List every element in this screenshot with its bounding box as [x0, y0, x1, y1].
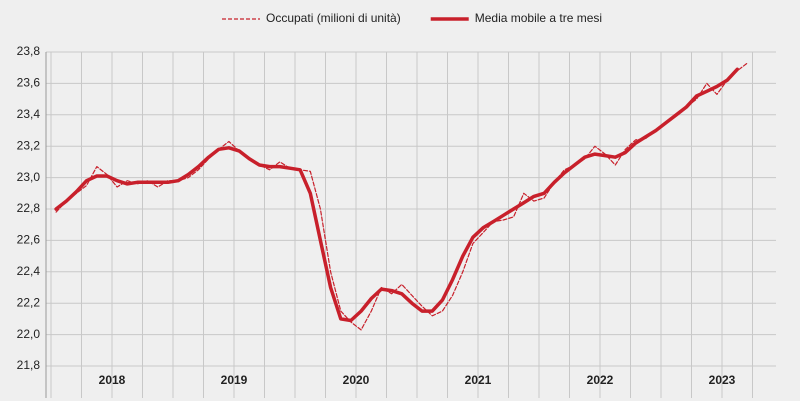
x-tick-label: 2018 [99, 373, 126, 387]
x-tick-label: 2022 [587, 373, 614, 387]
y-tick-label: 21,8 [17, 358, 41, 372]
y-tick-label: 23,4 [17, 107, 41, 121]
y-tick-label: 23,8 [17, 44, 41, 58]
legend-label: Occupati (milioni di unità) [266, 11, 401, 25]
y-tick-label: 22,8 [17, 201, 41, 215]
x-tick-label: 2020 [343, 373, 370, 387]
y-tick-label: 22,4 [17, 264, 41, 278]
y-tick-label: 23,0 [17, 170, 41, 184]
y-tick-label: 23,6 [17, 76, 41, 90]
y-tick-label: 23,2 [17, 138, 41, 152]
y-tick-label: 22,0 [17, 327, 41, 341]
series-line [54, 67, 740, 323]
y-tick-label: 22,6 [17, 233, 41, 247]
x-tick-label: 2023 [709, 373, 736, 387]
x-tick-label: 2021 [465, 373, 492, 387]
legend-label: Media mobile a tre mesi [475, 11, 602, 25]
x-tick-label: 2019 [221, 373, 248, 387]
y-tick-label: 22,2 [17, 295, 41, 309]
